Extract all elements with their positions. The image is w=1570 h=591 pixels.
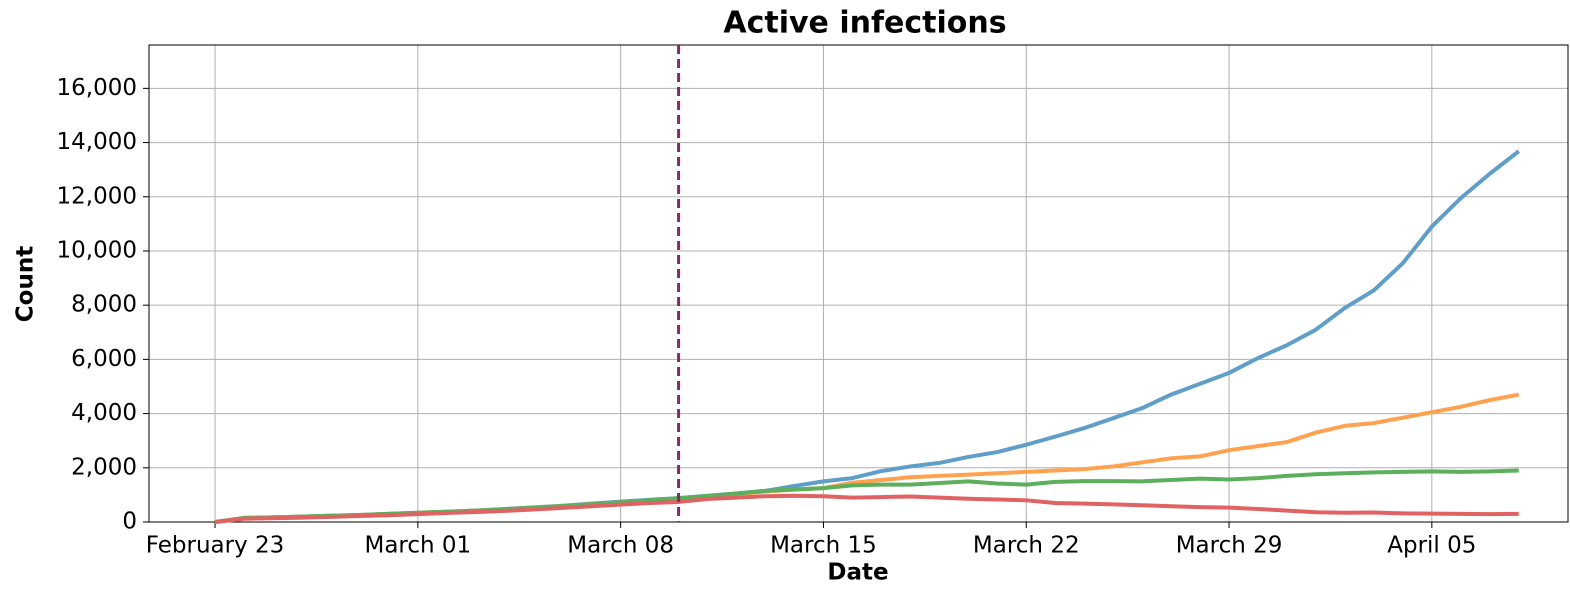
y-tick-label: 2,000: [71, 454, 137, 480]
x-axis-label: Date: [827, 560, 888, 586]
x-tick-label: March 29: [1176, 533, 1283, 559]
series-line: [214, 149, 1520, 524]
y-tick-label: 8,000: [71, 292, 137, 318]
y-tick-label: 10,000: [57, 237, 137, 263]
y-tick-label: 16,000: [57, 75, 137, 101]
x-tick-label: March 01: [364, 533, 471, 559]
x-tick-label: April 05: [1387, 533, 1476, 559]
x-tick-label: February 23: [146, 533, 285, 559]
y-tick-label: 12,000: [57, 183, 137, 209]
y-tick-label: 14,000: [57, 129, 137, 155]
x-tick-label: March 15: [770, 533, 877, 559]
y-axis-label: Count: [13, 246, 39, 322]
plot-frame: [148, 44, 1569, 523]
chart-title: Active infections: [723, 6, 1006, 41]
x-tick-label: March 08: [567, 533, 674, 559]
y-tick-label: 4,000: [71, 400, 137, 426]
y-tick-label: 0: [122, 509, 137, 535]
y-tick-label: 6,000: [71, 346, 137, 372]
series-line: [214, 493, 1519, 524]
x-tick-label: March 22: [973, 533, 1080, 559]
